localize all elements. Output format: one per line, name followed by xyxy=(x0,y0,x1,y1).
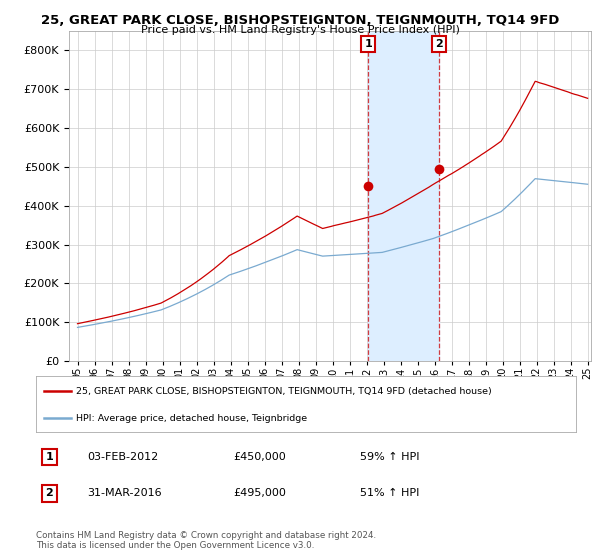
Text: 2: 2 xyxy=(435,39,443,49)
Text: £495,000: £495,000 xyxy=(233,488,286,498)
Text: Contains HM Land Registry data © Crown copyright and database right 2024.
This d: Contains HM Land Registry data © Crown c… xyxy=(36,531,376,550)
Text: 25, GREAT PARK CLOSE, BISHOPSTEIGNTON, TEIGNMOUTH, TQ14 9FD (detached house): 25, GREAT PARK CLOSE, BISHOPSTEIGNTON, T… xyxy=(77,387,492,396)
Text: 25, GREAT PARK CLOSE, BISHOPSTEIGNTON, TEIGNMOUTH, TQ14 9FD: 25, GREAT PARK CLOSE, BISHOPSTEIGNTON, T… xyxy=(41,14,559,27)
Text: 31-MAR-2016: 31-MAR-2016 xyxy=(88,488,162,498)
Text: £450,000: £450,000 xyxy=(233,452,286,462)
Bar xyxy=(368,31,439,361)
Text: 1: 1 xyxy=(364,39,372,49)
Text: 51% ↑ HPI: 51% ↑ HPI xyxy=(360,488,419,498)
Text: 1: 1 xyxy=(46,452,53,462)
Text: Price paid vs. HM Land Registry's House Price Index (HPI): Price paid vs. HM Land Registry's House … xyxy=(140,25,460,35)
Text: 59% ↑ HPI: 59% ↑ HPI xyxy=(360,452,419,462)
Text: 03-FEB-2012: 03-FEB-2012 xyxy=(88,452,158,462)
Text: 2: 2 xyxy=(46,488,53,498)
Text: HPI: Average price, detached house, Teignbridge: HPI: Average price, detached house, Teig… xyxy=(77,414,308,423)
